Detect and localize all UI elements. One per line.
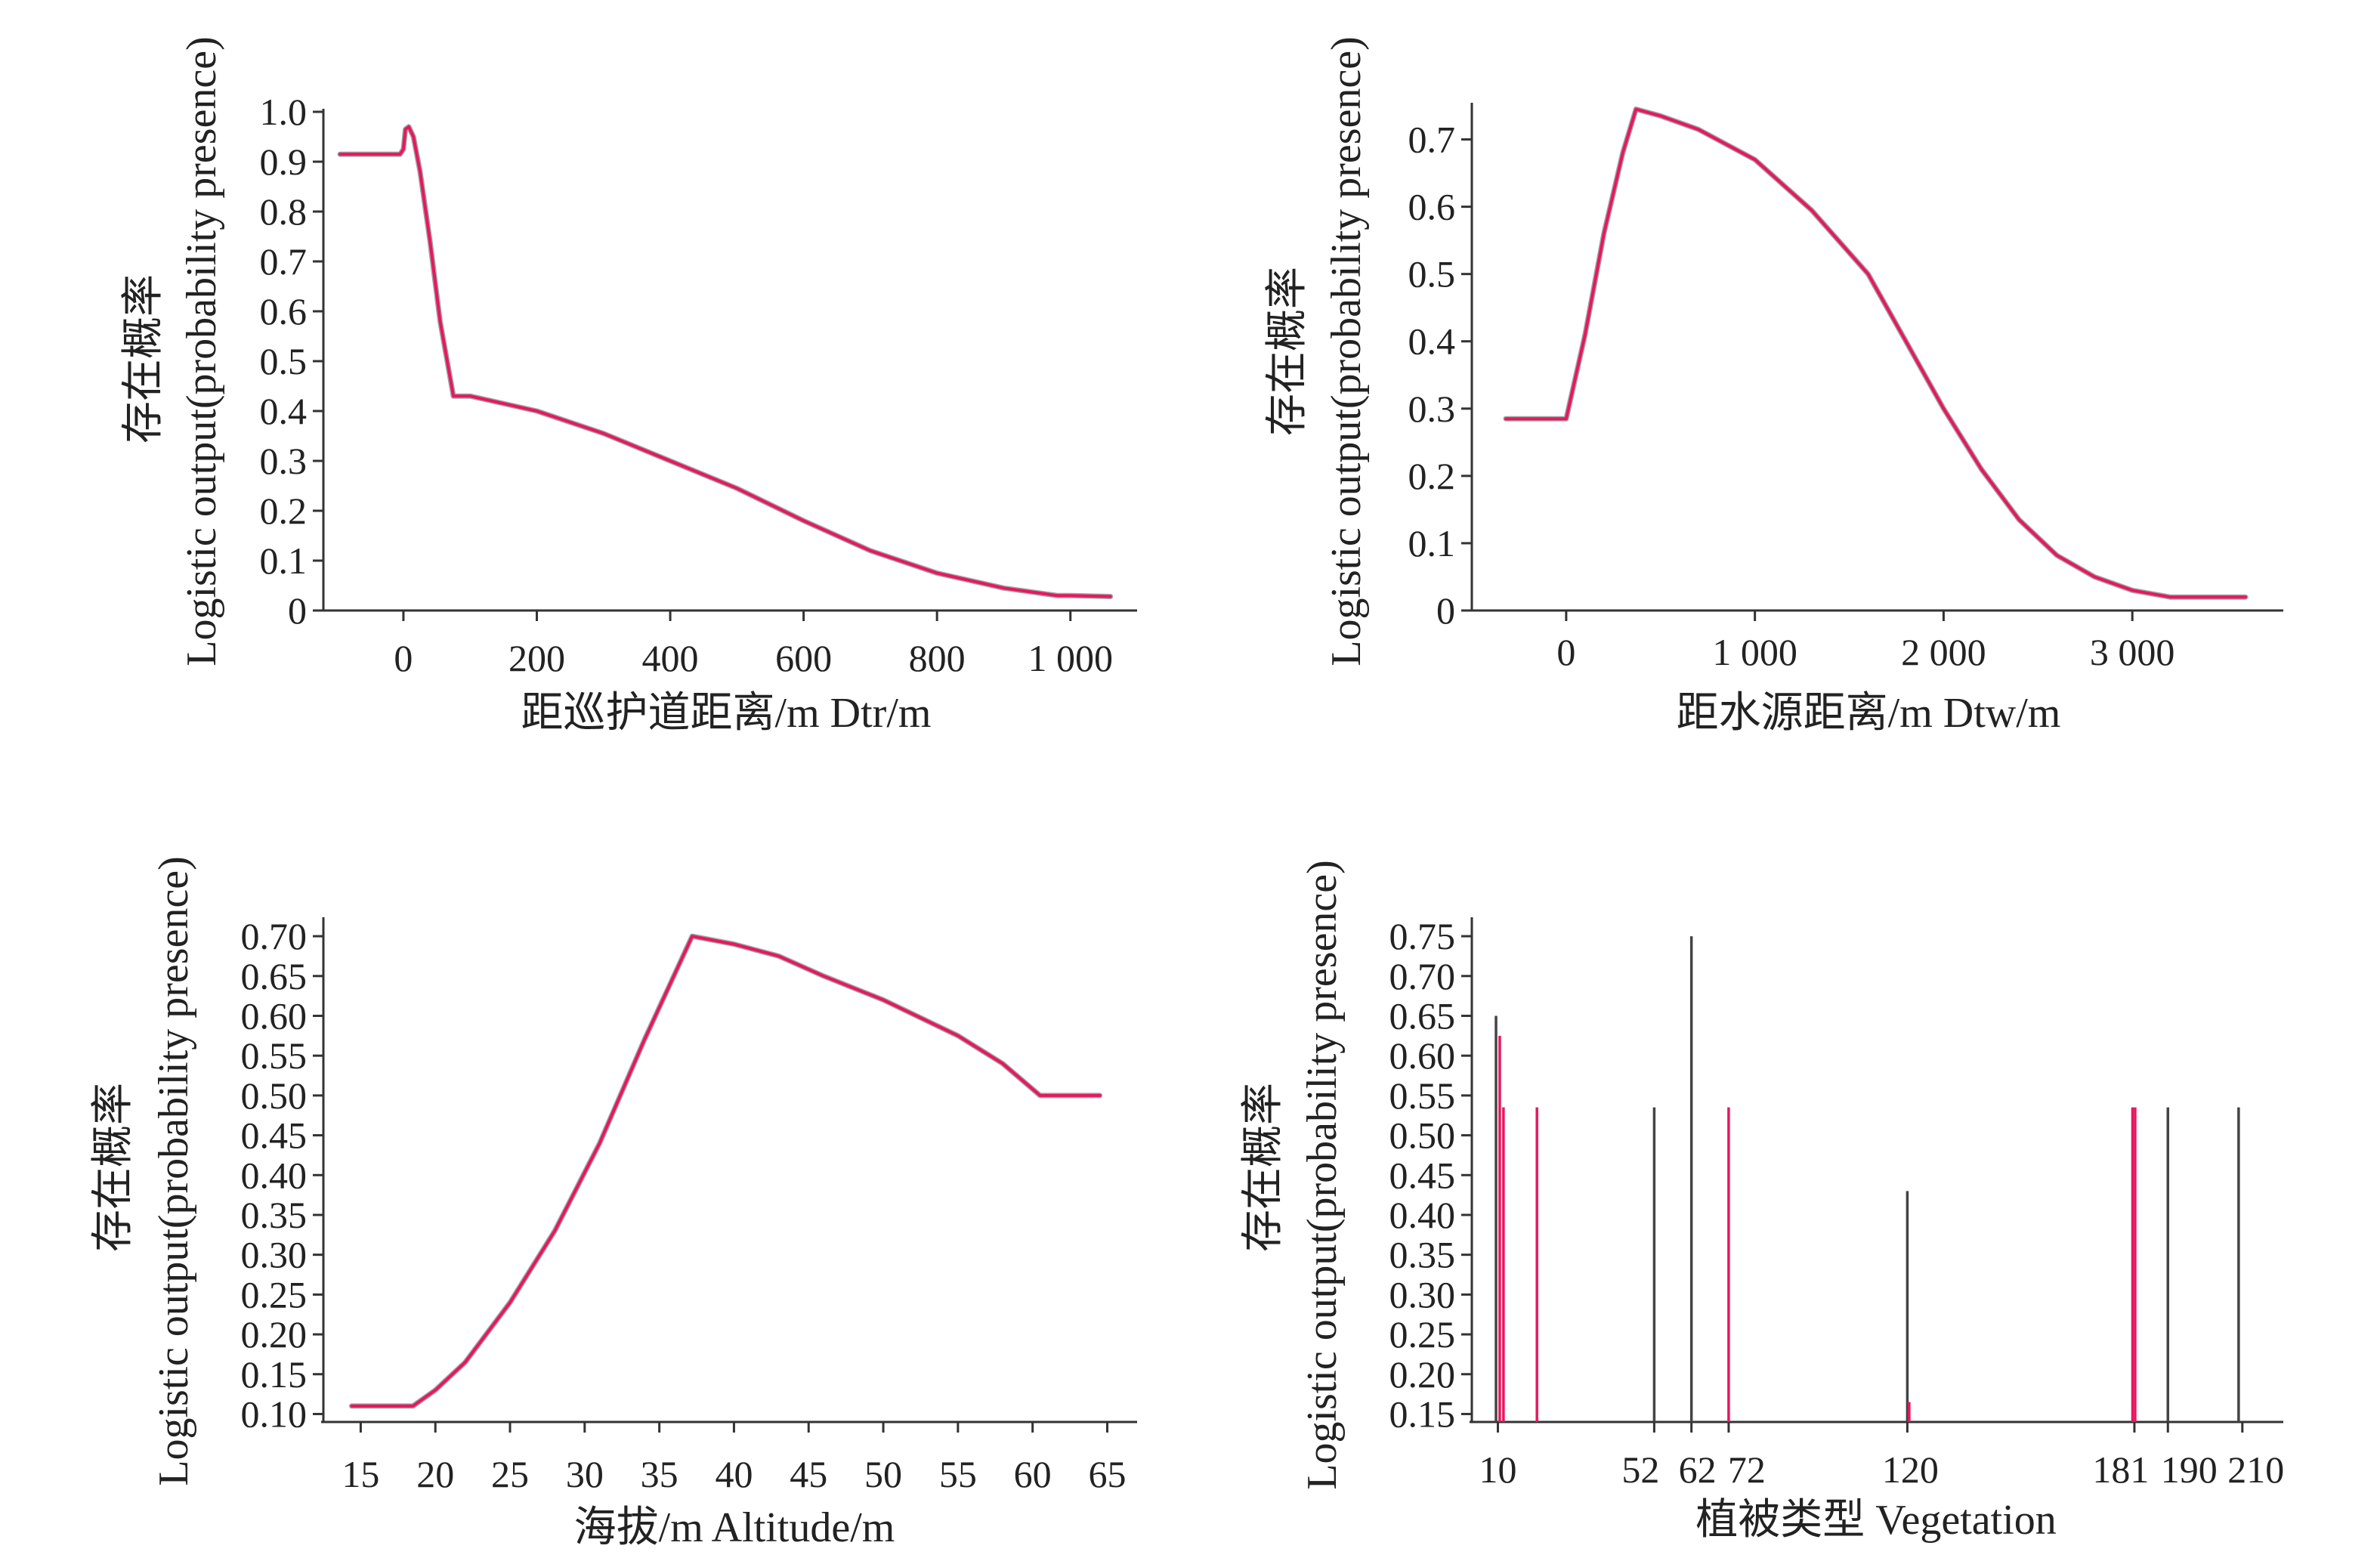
altitude-ylabel-cn: 存在概率 xyxy=(90,1083,137,1252)
altitude-y-tick-label: 0.25 xyxy=(241,1273,308,1315)
altitude-y-tick-label: 0.45 xyxy=(241,1114,308,1157)
altitude-series-line xyxy=(350,935,1102,1408)
vegetation-y-tick-label: 0.20 xyxy=(1389,1353,1456,1396)
vegetation-y-tick-label: 0.15 xyxy=(1389,1393,1456,1435)
chart-vegetation: 存在概率 Logistic output(probability presenc… xyxy=(1240,860,2284,1544)
altitude-xlabel: 海拔/m Altitude/m xyxy=(574,1504,895,1551)
altitude-x-tick-label: 50 xyxy=(864,1453,902,1495)
altitude-y-tick-label: 0.40 xyxy=(241,1154,308,1196)
vegetation-x-tick-label: 52 xyxy=(1621,1448,1659,1491)
vegetation-x-tick-label: 72 xyxy=(1728,1448,1766,1491)
dtr-ylabel: Logistic output(probability presence) xyxy=(178,36,225,666)
altitude-ylabel: Logistic output(probability presence) xyxy=(150,856,197,1486)
vegetation-x-tick-label: 190 xyxy=(2161,1448,2218,1491)
dtr-y-tick-label: 0.4 xyxy=(260,390,308,432)
vegetation-x-tick-label: 10 xyxy=(1479,1448,1516,1491)
dtr-ylabel-cn: 存在概率 xyxy=(120,274,167,444)
dtw-y-tick-label: 0.5 xyxy=(1408,253,1456,295)
altitude-x-tick-label: 25 xyxy=(491,1453,529,1495)
dtw-ylabel-cn: 存在概率 xyxy=(1264,267,1311,436)
altitude-y-tick-label: 0.50 xyxy=(241,1074,308,1117)
dtr-x-tick-label: 1 000 xyxy=(1028,637,1113,679)
dtr-x-tick-label: 600 xyxy=(775,637,832,679)
vegetation-y-tick-label: 0.75 xyxy=(1389,915,1456,957)
dtr-x-tick-label: 800 xyxy=(909,637,966,679)
dtw-y-tick-label: 0.6 xyxy=(1408,186,1456,228)
chart-dtw: 存在概率 Logistic output(probability presenc… xyxy=(1264,36,2283,737)
dtw-y-tick-label: 0.2 xyxy=(1408,455,1456,497)
vegetation-x-tick-label: 210 xyxy=(2227,1448,2284,1491)
dtr-y-tick-label: 0.9 xyxy=(260,141,308,183)
altitude-x-tick-label: 55 xyxy=(939,1453,977,1495)
vegetation-x-tick-label: 120 xyxy=(1882,1448,1939,1491)
dtr-y-tick-label: 0.3 xyxy=(260,440,308,482)
chart-altitude: 存在概率 Logistic output(probability presenc… xyxy=(90,856,1137,1551)
vegetation-y-tick-label: 0.55 xyxy=(1389,1074,1456,1117)
dtw-ylabel: Logistic output(probability presence) xyxy=(1323,36,1370,666)
dtw-y-tick-label: 0.1 xyxy=(1408,522,1456,564)
altitude-y-tick-label: 0.35 xyxy=(241,1194,308,1236)
dtr-y-tick-label: 0 xyxy=(288,589,307,632)
altitude-y-tick-label: 0.15 xyxy=(241,1353,308,1396)
altitude-x-tick-label: 20 xyxy=(416,1453,454,1495)
vegetation-y-tick-label: 0.50 xyxy=(1389,1114,1456,1157)
chart-dtr: 存在概率 Logistic output(probability presenc… xyxy=(120,36,1137,737)
altitude-x-tick-label: 15 xyxy=(342,1453,379,1495)
dtr-y-tick-label: 1.0 xyxy=(260,91,308,133)
vegetation-ylabel: Logistic output(probability presence) xyxy=(1299,860,1346,1490)
vegetation-y-tick-label: 0.60 xyxy=(1389,1034,1456,1077)
vegetation-y-tick-label: 0.30 xyxy=(1389,1273,1456,1315)
vegetation-ylabel-cn: 存在概率 xyxy=(1240,1083,1287,1252)
altitude-y-tick-label: 0.20 xyxy=(241,1313,308,1355)
vegetation-y-tick-label: 0.40 xyxy=(1389,1194,1456,1236)
dtr-y-tick-label: 0.6 xyxy=(260,290,308,332)
dtr-y-tick-label: 0.1 xyxy=(260,539,308,582)
altitude-y-tick-label: 0.10 xyxy=(241,1393,308,1435)
vegetation-y-tick-label: 0.70 xyxy=(1389,955,1456,997)
dtw-series-line xyxy=(1504,107,2247,599)
altitude-y-tick-label: 0.60 xyxy=(241,994,308,1037)
altitude-x-tick-label: 40 xyxy=(715,1453,753,1495)
dtr-y-tick-label: 0.2 xyxy=(260,490,308,532)
vegetation-y-tick-label: 0.45 xyxy=(1389,1154,1456,1196)
vegetation-xlabel: 植被类型 Vegetation xyxy=(1695,1497,2056,1544)
vegetation-y-tick-label: 0.35 xyxy=(1389,1234,1456,1276)
altitude-y-tick-label: 0.55 xyxy=(241,1034,308,1077)
altitude-y-tick-label: 0.30 xyxy=(241,1234,308,1276)
dtr-y-tick-label: 0.8 xyxy=(260,190,308,233)
dtw-xlabel: 距水源距离/m Dtw/m xyxy=(1677,690,2061,737)
vegetation-y-tick-label: 0.25 xyxy=(1389,1313,1456,1355)
dtw-x-tick-label: 3 000 xyxy=(2090,631,2175,673)
altitude-x-tick-label: 60 xyxy=(1014,1453,1052,1495)
dtw-y-tick-label: 0.7 xyxy=(1408,119,1456,161)
altitude-y-tick-label: 0.70 xyxy=(241,915,308,957)
dtr-x-tick-label: 0 xyxy=(394,637,413,679)
altitude-x-tick-label: 35 xyxy=(641,1453,678,1495)
dtw-x-tick-label: 0 xyxy=(1556,631,1575,673)
altitude-y-tick-label: 0.65 xyxy=(241,955,308,997)
dtr-series-shadow xyxy=(337,124,1114,599)
vegetation-x-tick-label: 62 xyxy=(1679,1448,1717,1491)
dtr-series-line xyxy=(338,125,1112,598)
dtr-y-tick-label: 0.7 xyxy=(260,240,308,283)
dtw-x-tick-label: 1 000 xyxy=(1712,631,1797,673)
vegetation-y-tick-label: 0.65 xyxy=(1389,994,1456,1037)
vegetation-x-tick-label: 181 xyxy=(2092,1448,2149,1491)
dtw-y-tick-label: 0 xyxy=(1436,589,1455,632)
dtr-y-tick-label: 0.5 xyxy=(260,340,308,382)
altitude-x-tick-label: 65 xyxy=(1088,1453,1126,1495)
altitude-x-tick-label: 45 xyxy=(790,1453,827,1495)
dtr-x-tick-label: 400 xyxy=(642,637,699,679)
altitude-x-tick-label: 30 xyxy=(566,1453,604,1495)
dtr-x-tick-label: 200 xyxy=(508,637,565,679)
dtw-y-tick-label: 0.4 xyxy=(1408,320,1456,363)
dtr-xlabel: 距巡护道距离/m Dtr/m xyxy=(521,690,932,737)
dtw-x-tick-label: 2 000 xyxy=(1901,631,1986,673)
altitude-series-shadow xyxy=(349,933,1103,1409)
dtw-y-tick-label: 0.3 xyxy=(1408,388,1456,430)
